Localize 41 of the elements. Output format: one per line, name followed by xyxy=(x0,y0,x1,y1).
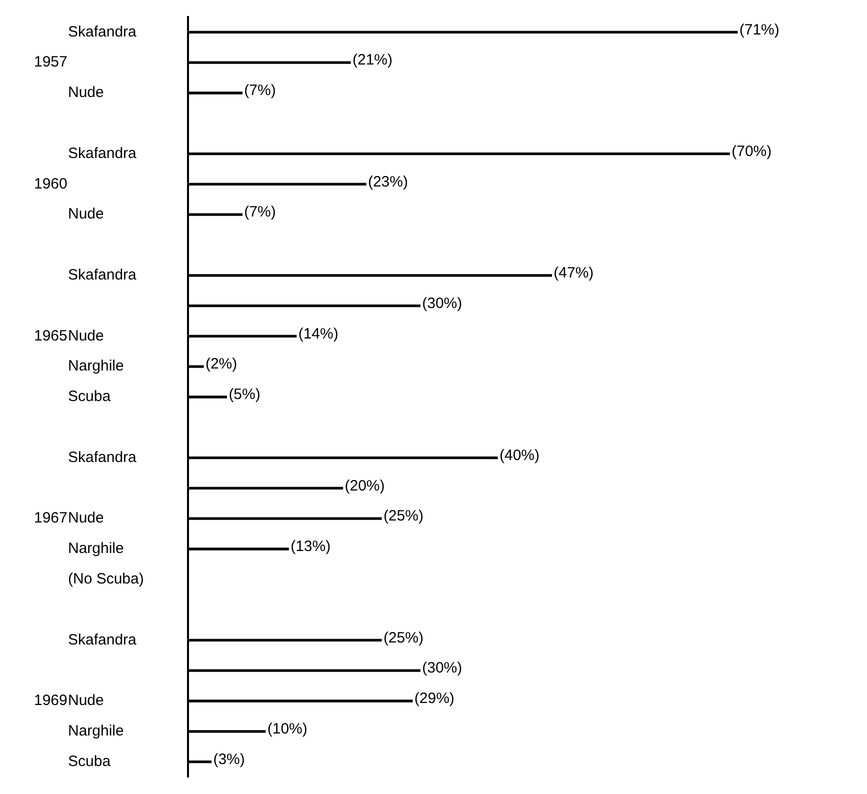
y-tick-label: Nude xyxy=(68,510,104,527)
y-tick-label: Scuba xyxy=(68,752,112,770)
text: 1960 xyxy=(34,175,68,192)
text: 1957 xyxy=(34,54,68,71)
data-label: (20%) xyxy=(344,477,385,494)
data-label: (70%) xyxy=(732,142,772,160)
data-label: (13%) xyxy=(290,538,331,556)
y-tick-label: Narghile xyxy=(68,540,124,558)
data-label: (29%) xyxy=(414,690,454,708)
data-label: (3%) xyxy=(213,750,245,768)
data-label: (7%) xyxy=(244,204,276,221)
y-tick-label: Nude xyxy=(68,84,104,102)
data-label: (23%) xyxy=(368,173,408,190)
y-tick-label: Skafandra xyxy=(68,23,138,40)
y-tick-label: Skafandra xyxy=(68,631,138,648)
data-label: (47%) xyxy=(554,264,594,282)
data-label: (25%) xyxy=(383,629,424,646)
y-tick-label: Skafandra xyxy=(68,144,138,162)
y-tick-label: Skafandra xyxy=(68,448,138,466)
text: 1967 xyxy=(34,510,68,527)
data-label: (10%) xyxy=(267,720,308,738)
y-tick-label: Nude xyxy=(68,327,104,344)
y-tick-label: Skafandra xyxy=(68,266,138,284)
text: 1969 xyxy=(34,692,68,710)
data-label: (5%) xyxy=(228,386,260,404)
data-label: (7%) xyxy=(244,82,276,100)
y-tick-label: Narghile xyxy=(68,722,124,740)
y-tick-label: Scuba xyxy=(68,388,112,406)
text: 1965 xyxy=(34,327,68,344)
data-label: (30%) xyxy=(422,660,462,677)
data-label: (2%) xyxy=(205,356,238,373)
y-tick-label: Nude xyxy=(68,206,104,223)
y-tick-label: Nude xyxy=(68,692,104,710)
y-tick-label: (No Scuba) xyxy=(68,570,144,588)
y-tick-label: Narghile xyxy=(68,358,124,375)
data-label: (21%) xyxy=(352,52,393,69)
data-label: (25%) xyxy=(383,508,424,525)
data-label: (30%) xyxy=(422,294,462,312)
data-label: (14%) xyxy=(298,325,338,342)
data-label: (71%) xyxy=(739,21,780,38)
data-label: (40%) xyxy=(500,446,540,464)
